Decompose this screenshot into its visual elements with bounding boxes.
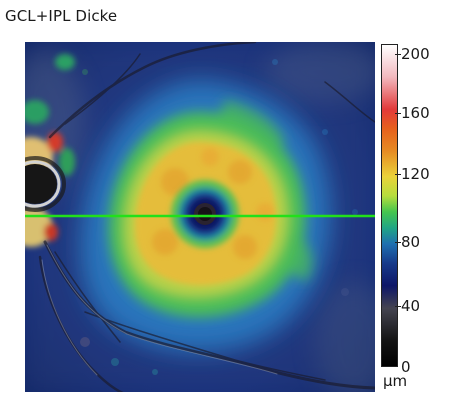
colorbar bbox=[381, 44, 398, 367]
colorbar-label-160: 160 bbox=[401, 104, 430, 122]
colorbar-tick bbox=[395, 306, 401, 307]
colorbar-tick bbox=[395, 113, 401, 114]
colorbar-label-80: 80 bbox=[401, 233, 421, 251]
colorbar-label-40: 40 bbox=[401, 297, 421, 315]
colorbar-label-120: 120 bbox=[401, 165, 430, 183]
thickness-map-image bbox=[25, 42, 375, 392]
thickness-map[interactable] bbox=[25, 42, 375, 392]
map-title: GCL+IPL Dicke bbox=[5, 7, 118, 25]
colorbar-unit: µm bbox=[383, 372, 408, 390]
colorbar-label-200: 200 bbox=[401, 45, 430, 63]
colorbar-tick bbox=[395, 174, 401, 175]
colorbar-tick bbox=[395, 242, 401, 243]
colorbar-tick bbox=[395, 54, 401, 55]
colorbar-label-0: 0 bbox=[401, 358, 411, 376]
